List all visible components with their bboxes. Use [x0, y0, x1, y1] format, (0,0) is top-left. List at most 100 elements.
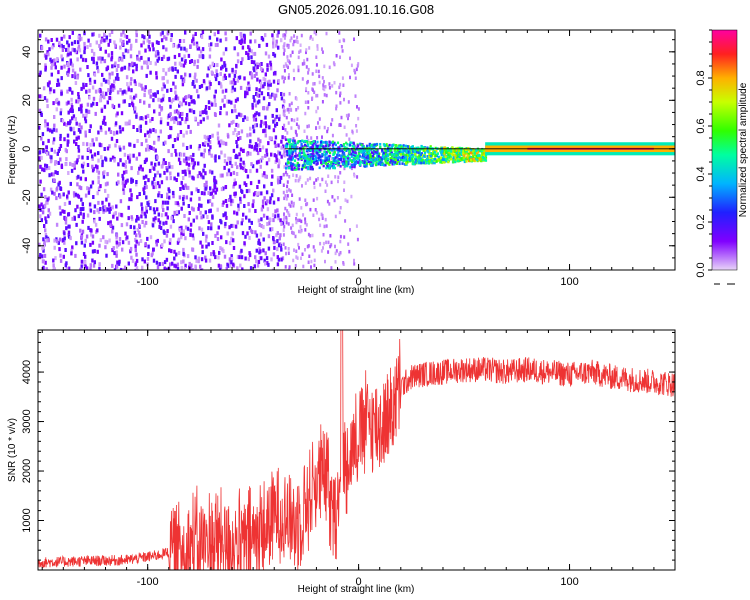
heatmap-cell — [91, 180, 95, 185]
heatmap-cell — [236, 59, 240, 64]
heatmap-cell — [249, 126, 252, 131]
heatmap-cell — [42, 86, 46, 91]
heatmap-cell — [41, 254, 44, 259]
heatmap-cell — [293, 39, 296, 44]
heatmap-cell — [361, 150, 364, 153]
heatmap-cell — [325, 166, 328, 170]
heatmap-cell — [227, 156, 230, 161]
heatmap-cell — [71, 163, 74, 167]
heatmap-cell — [257, 93, 261, 98]
heatmap-cell — [192, 236, 195, 241]
heatmap-cell — [353, 68, 356, 73]
heatmap-cell — [235, 36, 238, 41]
heatmap-cell — [243, 76, 246, 81]
heatmap-cell — [284, 62, 287, 66]
heatmap-cell — [353, 37, 355, 41]
heatmap-cell — [301, 184, 303, 188]
heatmap-cell — [252, 117, 256, 122]
heatmap-cell — [230, 236, 233, 241]
heatmap-cell — [266, 199, 269, 204]
heatmap-cell — [197, 259, 200, 264]
heatmap-cell — [99, 59, 103, 64]
heatmap-cell — [247, 56, 250, 60]
heatmap-cell — [141, 34, 144, 39]
heatmap-cell — [129, 249, 132, 254]
heatmap-cell — [185, 161, 188, 166]
heatmap-cell — [270, 168, 274, 173]
heatmap-cell — [83, 46, 86, 51]
heatmap-cell — [155, 40, 159, 45]
heatmap-cell — [106, 100, 109, 105]
heatmap-cell — [103, 95, 106, 100]
heatmap-cell — [77, 35, 80, 40]
heatmap-cell — [162, 54, 166, 59]
heatmap-cell — [249, 31, 252, 36]
heatmap-cell — [284, 246, 287, 250]
heatmap-cell — [96, 165, 99, 170]
heatmap-cell — [264, 133, 267, 138]
heatmap-cell — [276, 239, 279, 244]
heatmap-cell — [107, 80, 111, 85]
heatmap-cell — [379, 145, 382, 149]
heatmap-cell — [42, 141, 45, 146]
heatmap-cell — [47, 39, 50, 44]
heatmap-cell — [43, 168, 46, 173]
heatmap-cell — [213, 98, 217, 103]
heatmap-cell — [325, 141, 328, 144]
heatmap-cell — [57, 100, 60, 105]
heatmap-cell — [102, 209, 105, 214]
heatmap-cell — [113, 251, 116, 256]
heatmap-cell — [272, 44, 275, 49]
heatmap-cell — [313, 90, 316, 94]
heatmap-cell — [61, 48, 65, 52]
heatmap-cell — [294, 129, 297, 134]
heatmap-cell — [109, 85, 113, 90]
heatmap-cell — [291, 50, 294, 54]
heatmap-cell — [275, 158, 278, 163]
heatmap-cell — [198, 203, 201, 208]
heatmap-cell — [176, 136, 179, 141]
heatmap-cell — [243, 163, 246, 168]
heatmap-cell — [262, 96, 266, 101]
heatmap-cell — [240, 255, 244, 260]
heatmap-cell — [117, 162, 120, 167]
heatmap-cell — [213, 112, 217, 117]
heatmap-cell — [307, 232, 310, 237]
heatmap-cell — [73, 139, 76, 144]
heatmap-cell — [124, 164, 127, 169]
heatmap-cell — [219, 106, 222, 111]
heatmap-cell — [315, 211, 318, 215]
heatmap-cell — [313, 181, 316, 185]
heatmap-cell — [226, 99, 229, 104]
heatmap-cell — [281, 256, 285, 261]
heatmap-cell — [189, 228, 192, 233]
heatmap-cell — [264, 174, 267, 179]
heatmap-cell — [220, 57, 223, 62]
heatmap-cell — [354, 94, 357, 98]
heatmap-cell — [275, 43, 278, 48]
heatmap-cell — [84, 119, 88, 124]
heatmap-cell — [143, 60, 146, 65]
snr-series-line — [38, 330, 675, 570]
heatmap-cell — [443, 153, 446, 156]
heatmap-cell — [250, 60, 254, 64]
heatmap-cell — [280, 96, 284, 101]
heatmap-cell — [236, 266, 239, 270]
heatmap-cell — [224, 141, 228, 146]
heatmap-cell — [246, 133, 249, 138]
heatmap-cell — [115, 264, 119, 269]
heatmap-cell — [334, 251, 337, 256]
heatmap-cell — [119, 45, 122, 50]
heatmap-cell — [129, 95, 132, 100]
heatmap-cell — [141, 206, 144, 211]
heatmap-cell — [176, 96, 180, 101]
heatmap-cell — [47, 214, 50, 219]
heatmap-cell — [228, 241, 232, 246]
heatmap-cell — [97, 170, 101, 175]
heatmap-cell — [323, 85, 325, 89]
heatmap-cell — [301, 252, 304, 256]
heatmap-cell — [316, 136, 319, 140]
heatmap-cell — [124, 180, 127, 185]
heatmap-cell — [226, 231, 229, 236]
heatmap-cell — [133, 230, 136, 235]
